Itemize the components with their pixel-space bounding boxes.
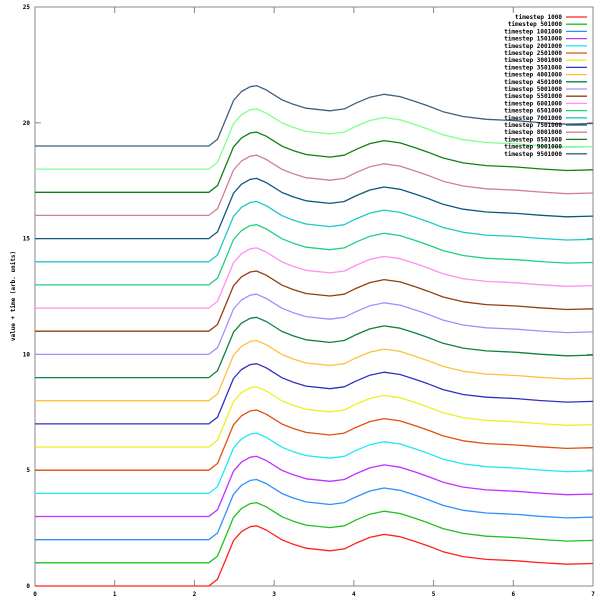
x-tick-label: 7 <box>591 591 595 598</box>
legend-label: timestep 501000 <box>508 21 563 28</box>
series-line-3 <box>35 455 594 518</box>
legend-label: timestep 1000 <box>515 14 562 21</box>
legend-label: timestep 9001000 <box>504 144 562 151</box>
series-line-4 <box>35 432 594 495</box>
legend-label: timestep 4001000 <box>504 72 562 79</box>
legend-label: timestep 9501000 <box>504 151 562 158</box>
legend-label: timestep 6501000 <box>504 108 562 115</box>
series-line-2 <box>35 478 594 541</box>
y-tick-label: 20 <box>23 120 31 127</box>
x-tick-label: 2 <box>193 591 197 598</box>
series-line-0 <box>35 525 594 587</box>
legend-label: timestep 2001000 <box>504 43 562 50</box>
series-line-6 <box>35 386 594 448</box>
legend-label: timestep 5001000 <box>504 86 562 93</box>
legend-label: timestep 4501000 <box>504 79 562 86</box>
series-line-15 <box>35 177 594 240</box>
series-line-10 <box>35 293 594 356</box>
series-line-5 <box>35 409 594 471</box>
y-tick-label: 0 <box>26 583 30 590</box>
x-tick-label: 1 <box>113 591 117 598</box>
legend-label: timestep 3001000 <box>504 57 562 64</box>
legend-label: timestep 8501000 <box>504 136 562 143</box>
series-line-9 <box>35 316 594 379</box>
y-axis: 0 5 10 15 20 25 <box>23 4 593 590</box>
plot-frame <box>34 6 594 587</box>
x-axis: 0 1 2 3 4 5 6 7 <box>33 7 595 598</box>
legend-label: timestep 2501000 <box>504 50 562 57</box>
y-axis-label: value + time (arb. units) <box>10 251 17 341</box>
legend-label: timestep 5501000 <box>504 93 562 100</box>
legend-label: timestep 7001000 <box>504 115 562 122</box>
legend-label: timestep 3501000 <box>504 64 562 71</box>
x-tick-label: 5 <box>432 591 436 598</box>
x-tick-label: 0 <box>33 591 37 598</box>
legend-label: timestep 7501000 <box>504 122 562 129</box>
series-line-18 <box>35 108 594 170</box>
legend-label: timestep 1001000 <box>504 28 562 35</box>
legend-label: timestep 8001000 <box>504 129 562 136</box>
legend-label: timestep 1501000 <box>504 36 562 43</box>
x-tick-label: 6 <box>511 591 515 598</box>
series-line-19 <box>35 85 594 147</box>
series-line-8 <box>35 339 594 402</box>
series-line-1 <box>35 501 594 564</box>
series-line-12 <box>35 247 594 309</box>
series-line-13 <box>35 224 594 286</box>
series-line-17 <box>35 131 594 193</box>
series-line-14 <box>35 200 594 263</box>
y-tick-label: 5 <box>26 467 30 474</box>
series-lines <box>35 85 594 587</box>
x-tick-label: 3 <box>272 591 276 598</box>
y-tick-label: 15 <box>23 236 31 243</box>
y-tick-label: 25 <box>23 4 31 11</box>
y-tick-label: 10 <box>23 351 31 358</box>
legend-label: timestep 6001000 <box>504 100 562 107</box>
series-line-7 <box>35 363 594 425</box>
x-tick-label: 4 <box>352 591 356 598</box>
series-line-11 <box>35 270 594 332</box>
series-line-16 <box>35 154 594 217</box>
